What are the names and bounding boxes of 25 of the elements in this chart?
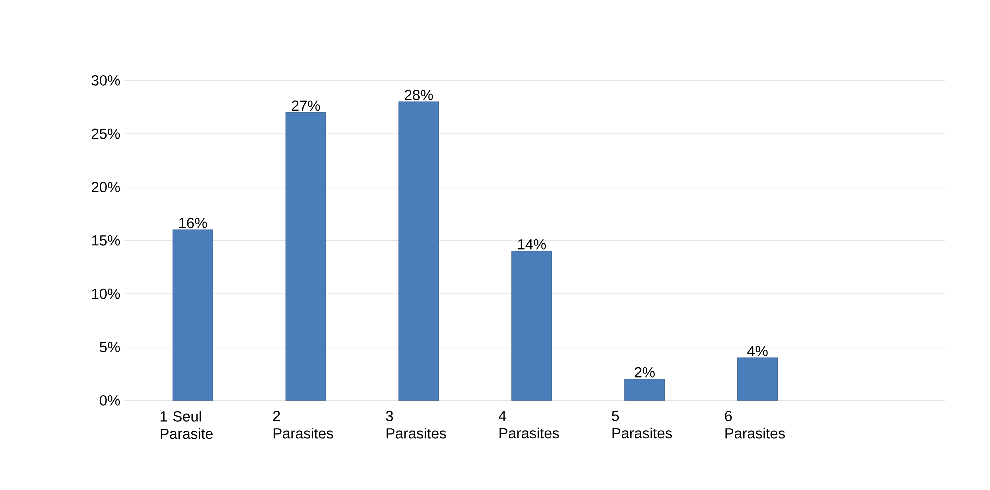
- y-tick-label: 15%: [92, 236, 120, 246]
- x-tick-label: 2 Parasites: [273, 411, 334, 439]
- bar: [624, 379, 666, 401]
- y-tick-label: 0%: [100, 395, 120, 406]
- y-tick-label: 10%: [92, 288, 120, 300]
- bar: [286, 112, 326, 401]
- x-tick-label: 3 Parasites: [386, 411, 446, 439]
- data-label: 28%: [405, 90, 434, 100]
- data-label: 2%: [635, 367, 655, 378]
- data-label: 14%: [518, 239, 546, 250]
- x-tick-label: 1 Seul Parasite: [160, 411, 213, 440]
- bar: [398, 102, 440, 401]
- y-tick-label: 30%: [92, 75, 120, 86]
- x-tick-label: 6 Parasites: [725, 411, 786, 439]
- bar: [512, 251, 552, 401]
- x-tick-label: 5 Parasites: [612, 411, 672, 439]
- bar: [172, 230, 214, 401]
- data-label: 27%: [292, 100, 320, 112]
- data-label: 4%: [748, 346, 768, 356]
- data-label: 16%: [180, 218, 208, 228]
- y-tick-label: 25%: [92, 128, 120, 140]
- y-tick-label: 5%: [100, 342, 120, 352]
- y-tick-label: 20%: [92, 182, 120, 193]
- x-tick-label: 4 Parasites: [498, 411, 560, 439]
- bar: [738, 358, 778, 401]
